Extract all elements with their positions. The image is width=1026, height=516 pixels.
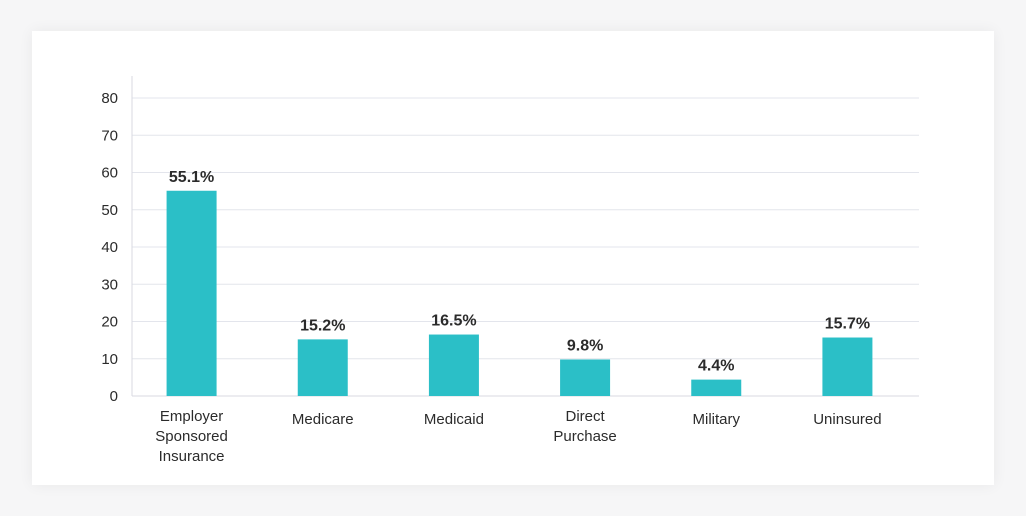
data-label: 16.5%	[431, 313, 476, 330]
y-tick-label: 80	[101, 90, 118, 107]
x-tick-label: Employer	[160, 408, 223, 425]
y-tick-label: 70	[101, 127, 118, 144]
y-tick-label: 50	[101, 202, 118, 219]
x-tick-label: Uninsured	[813, 411, 881, 428]
y-tick-label: 10	[101, 351, 118, 368]
data-label: 4.4%	[698, 358, 734, 375]
y-tick-label: 30	[101, 276, 118, 293]
y-tick-label: 60	[101, 165, 118, 182]
data-label: 9.8%	[567, 337, 603, 354]
bar	[691, 379, 742, 396]
data-label: 15.2%	[300, 317, 345, 334]
data-label: 55.1%	[169, 169, 214, 186]
bar	[297, 339, 348, 396]
bar	[560, 359, 611, 396]
y-tick-label: 40	[101, 239, 118, 256]
bar	[822, 337, 873, 396]
x-tick-label: Military	[693, 411, 741, 428]
x-tick-label: Sponsored	[155, 428, 228, 445]
y-tick-label: 0	[110, 388, 118, 405]
x-tick-label: Medicare	[292, 411, 354, 428]
x-tick-label: Insurance	[159, 448, 225, 465]
x-tick-label: Medicaid	[424, 411, 484, 428]
x-tick-label: Purchase	[553, 428, 616, 445]
x-tick-label: Direct	[565, 408, 605, 425]
bar	[428, 334, 479, 396]
y-tick-label: 20	[101, 314, 118, 331]
data-label: 15.7%	[825, 316, 870, 333]
bar	[166, 190, 217, 396]
